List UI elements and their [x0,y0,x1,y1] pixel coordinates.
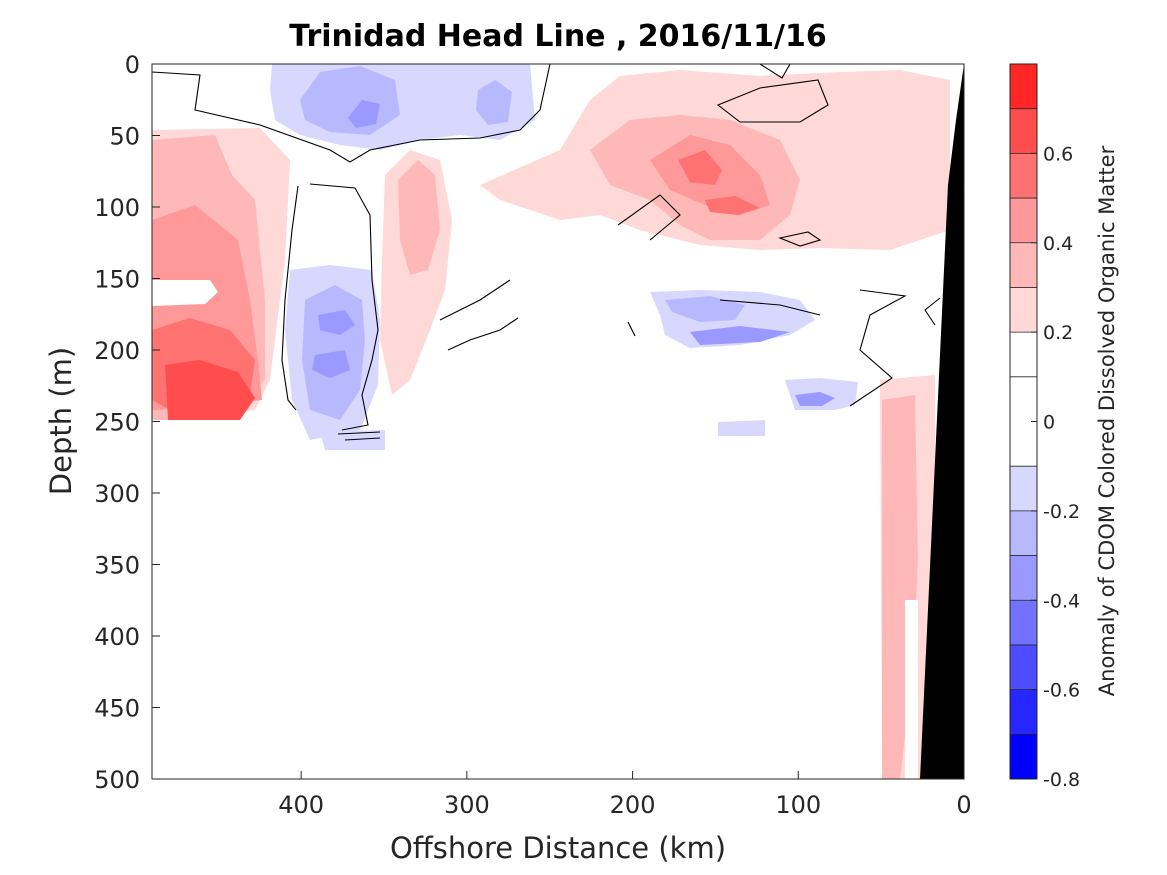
x-ticks: 400 300 200 100 0 [278,771,972,819]
colorbar-swatch [1010,600,1037,645]
region-column-negative-peak [318,310,355,335]
colorbar-swatch [1010,689,1037,735]
colorbar-tick-label: -0.4 [1043,590,1080,612]
y-tick-label: 150 [94,266,140,294]
y-tick-label: 50 [109,123,140,151]
colorbar: 0.6 0.4 0.2 0 -0.2 -0.4 -0.6 -0.8 [1009,63,1080,791]
region-mid-shelf-positive-core2 [705,196,760,215]
contour-top-right [759,64,791,79]
region-offshore-surface-east [476,80,512,125]
y-tick-label: 350 [94,552,140,580]
plot-area [152,64,964,779]
colorbar-swatch [1010,198,1037,243]
contour-subsurface-4 [719,299,821,316]
y-tick-label: 250 [94,409,140,437]
x-axis-label: Offshore Distance (km) [390,831,726,865]
y-tick-label: 500 [94,766,140,794]
colorbar-tick-label: -0.2 [1043,501,1080,523]
zero-contours [152,64,941,441]
chart-title: Trinidad Head Line , 2016/11/16 [289,19,826,54]
colorbar-swatch [1010,734,1037,779]
colorbar-swatch [1010,108,1037,154]
contour-subsurface-5 [849,289,907,407]
region-far-offshore-positive-peak [165,360,255,420]
y-tick-label: 450 [94,695,140,723]
colorbar-swatches [1010,63,1037,780]
colorbar-swatch [1010,153,1037,199]
colorbar-swatch [1010,332,1037,377]
x-tick-label: 200 [610,791,656,819]
contour-mid-small [778,231,822,247]
colorbar-swatch [1010,555,1037,601]
y-tick-label: 0 [125,51,140,79]
region-offshore-surface-core-inner [348,100,380,128]
region-250km-negative-small [718,420,765,436]
contour-mid-ring [716,79,829,123]
colorbar-label: Anomaly of CDOM Colored Dissolved Organi… [1095,145,1119,696]
region-mid-shelf-positive-core [678,150,722,185]
colorbar-tick-label: -0.6 [1043,680,1080,702]
bathymetry [920,64,964,779]
contour-offshore-column-west [281,185,299,411]
contour-mid-left [617,194,681,241]
contour-offshore-column-east [309,183,379,431]
colorbar-swatch [1010,644,1037,690]
y-tick-label: 400 [94,623,140,651]
axes: 400 300 200 100 0 0 50 100 150 200 250 300 350 400 45… [94,51,971,819]
contour-nearshore [924,297,941,326]
colorbar-swatch [1010,510,1037,556]
y-tick-label: 200 [94,337,140,365]
region-100km-negative-core [795,392,835,406]
colorbar-swatch [1010,64,1037,109]
y-ticks: 0 50 100 150 200 250 300 350 400 450 500 [94,51,160,794]
y-tick-label: 100 [94,194,140,222]
colorbar-swatch [1010,287,1037,333]
region-far-offshore-gap [152,280,218,306]
x-tick-label: 0 [956,791,971,819]
x-tick-label: 100 [775,791,821,819]
plot-frame [151,63,965,780]
contour-surface [152,64,551,163]
colorbar-tick-label: -0.8 [1043,769,1080,791]
y-tick-label: 300 [94,480,140,508]
colorbar-swatch [1010,242,1037,288]
colorbar-swatch [1010,466,1037,511]
colorbar-tick-label: 0.4 [1043,233,1073,255]
region-nearshore-column-gap [905,600,918,779]
colorbar-tick-label: 0.6 [1043,143,1073,165]
colorbar-tick-label: 0 [1043,412,1055,434]
region-150km-negative-core [665,296,745,322]
contour-deep-small-1 [337,431,381,435]
region-150km-negative-core2 [690,326,790,345]
x-tick-label: 300 [444,791,490,819]
contour-subsurface-2 [447,317,519,351]
contour-deep-small-2 [344,437,381,441]
region-mid-white-gap [470,215,760,430]
colorbar-ticks: 0.6 0.4 0.2 0 -0.2 -0.4 -0.6 -0.8 [1031,143,1080,791]
x-tick-label: 400 [278,791,324,819]
colorbar-tick-label: 0.2 [1043,322,1073,344]
contour-subsurface-1 [439,279,511,321]
contour-subsurface-3 [627,321,636,337]
y-axis-label: Depth (m) [44,347,78,495]
region-column-negative-peak2 [312,350,350,378]
region-330km-positive-core [398,160,440,275]
